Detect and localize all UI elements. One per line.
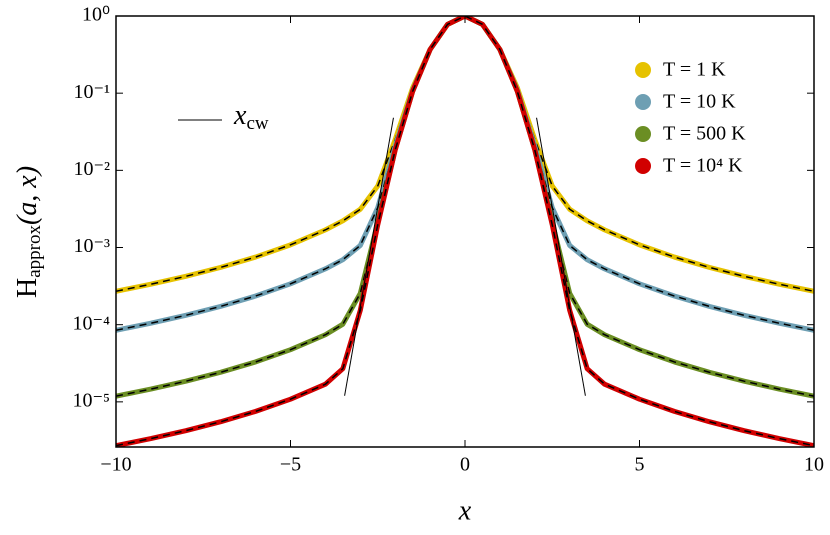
plot-frame bbox=[115, 15, 815, 448]
y-tick-label: 10⁻³ bbox=[73, 235, 110, 257]
series-approx-line bbox=[116, 16, 814, 447]
x-tick-label: 10 bbox=[804, 454, 824, 476]
x-tick-label: 0 bbox=[460, 454, 470, 476]
legend-marker bbox=[635, 94, 651, 110]
y-label-sub: approx bbox=[24, 225, 45, 278]
series-approx-line bbox=[116, 16, 814, 397]
xcw-line bbox=[344, 117, 394, 396]
legend-label: T = 10⁴ K bbox=[663, 155, 743, 177]
legend-label: T = 10 K bbox=[663, 91, 736, 113]
legend-marker bbox=[635, 126, 651, 142]
xcw-line bbox=[536, 117, 586, 396]
x-tick-label: 5 bbox=[635, 454, 645, 476]
legend-xcw-main: x bbox=[233, 100, 247, 131]
legend-marker bbox=[635, 158, 651, 174]
y-axis-label: Happrox(a, x) bbox=[12, 166, 45, 298]
x-tick-label: −5 bbox=[280, 454, 301, 476]
y-tick-label: 10⁻⁴ bbox=[72, 312, 110, 334]
legend-xcw-label: xcw bbox=[233, 100, 269, 134]
series-approx-line bbox=[116, 16, 814, 332]
legend-xcw-sub: cw bbox=[246, 113, 268, 134]
legend-label: T = 1 K bbox=[663, 59, 726, 81]
y-tick-label: 10⁻⁵ bbox=[72, 389, 110, 411]
x-axis-label: x bbox=[458, 495, 472, 526]
y-label-main: H bbox=[12, 278, 43, 298]
y-label-rest: (a, x) bbox=[12, 166, 43, 225]
y-tick-label: 10⁻¹ bbox=[73, 81, 110, 103]
legend-marker bbox=[635, 62, 651, 78]
legend-label: T = 500 K bbox=[663, 123, 746, 145]
series-approx-line bbox=[116, 16, 814, 293]
y-tick-label: 10⁰ bbox=[82, 4, 110, 26]
x-tick-label: −10 bbox=[100, 454, 131, 476]
y-tick-label: 10⁻² bbox=[73, 158, 110, 180]
